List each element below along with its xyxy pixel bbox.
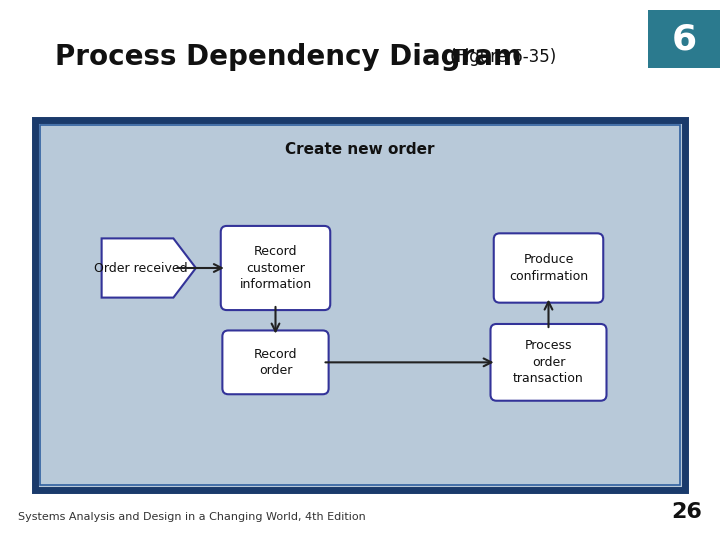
Text: Process Dependency Diagram: Process Dependency Diagram (55, 43, 522, 71)
Text: 6: 6 (672, 22, 696, 56)
Text: Process
order
transaction: Process order transaction (513, 339, 584, 386)
Text: Create new order: Create new order (285, 143, 435, 158)
FancyBboxPatch shape (221, 226, 330, 310)
Text: Systems Analysis and Design in a Changing World, 4th Edition: Systems Analysis and Design in a Changin… (18, 512, 366, 522)
Text: Order received: Order received (94, 261, 188, 274)
FancyBboxPatch shape (648, 10, 720, 68)
Text: Record
customer
information: Record customer information (240, 245, 312, 291)
Text: (Figure 6-35): (Figure 6-35) (450, 48, 557, 66)
FancyBboxPatch shape (35, 120, 685, 490)
FancyBboxPatch shape (222, 330, 328, 394)
FancyBboxPatch shape (490, 324, 606, 401)
Polygon shape (102, 238, 196, 298)
Text: Record
order: Record order (253, 348, 297, 377)
FancyBboxPatch shape (494, 233, 603, 303)
Text: 26: 26 (671, 502, 702, 522)
Text: Produce
confirmation: Produce confirmation (509, 253, 588, 283)
